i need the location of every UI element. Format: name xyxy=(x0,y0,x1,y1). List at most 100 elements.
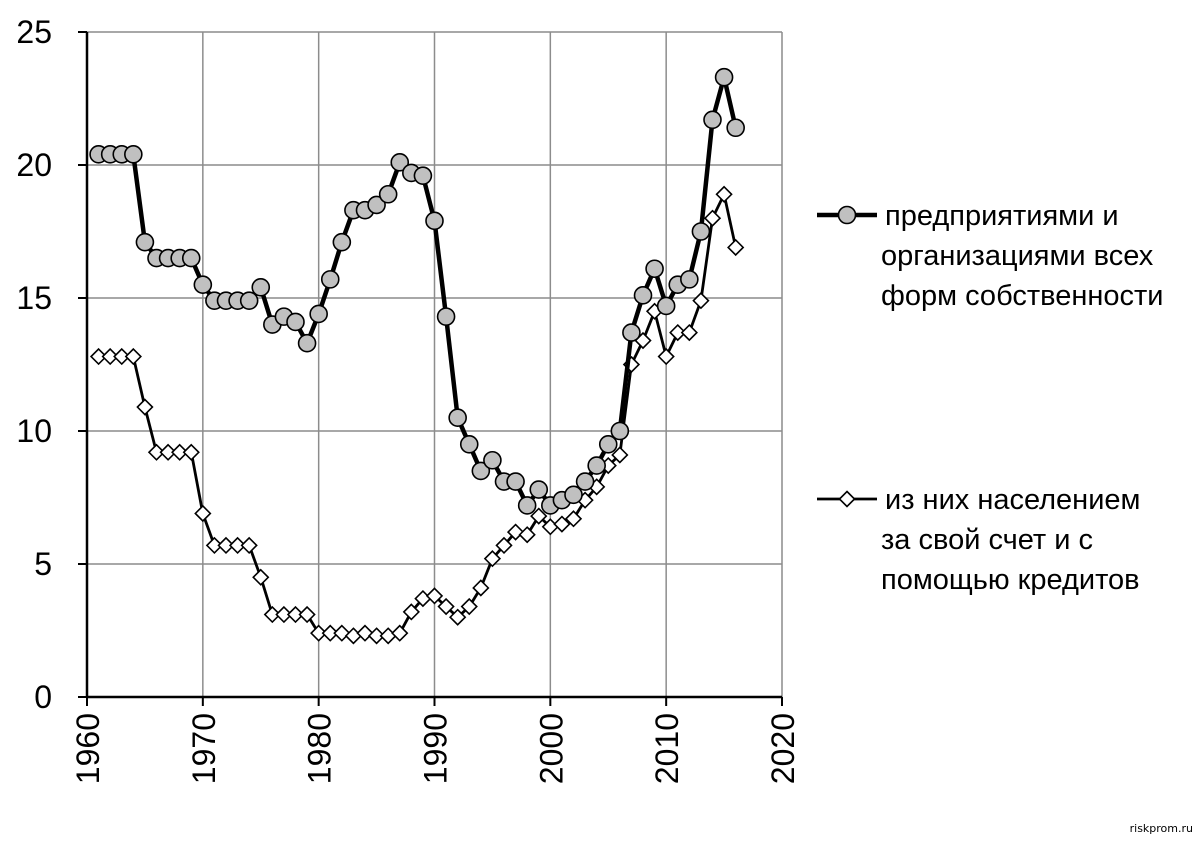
data-point-2 xyxy=(460,597,478,616)
data-point-2 xyxy=(379,627,397,645)
data-point-1 xyxy=(286,312,305,332)
data-point-1 xyxy=(633,286,653,305)
data-point-1 xyxy=(598,434,618,454)
x-tick-label: 2020 xyxy=(765,713,801,784)
legend-label-line: форм собственности xyxy=(881,280,1163,312)
data-point-1 xyxy=(680,270,699,289)
data-point-2 xyxy=(159,443,177,461)
data-point-1 xyxy=(564,485,583,505)
data-point-2 xyxy=(171,443,189,461)
data-point-2 xyxy=(89,347,108,366)
data-point-2 xyxy=(113,347,131,366)
data-point-2 xyxy=(310,624,328,642)
data-point-2 xyxy=(194,504,212,523)
data-point-2 xyxy=(715,185,733,203)
data-point-1 xyxy=(124,145,143,164)
data-point-1 xyxy=(448,408,467,428)
data-point-1 xyxy=(483,450,502,470)
data-point-1 xyxy=(506,472,525,491)
x-tick-label: 1990 xyxy=(418,713,454,784)
series-1 xyxy=(89,67,745,515)
legend-label-line: из них населением xyxy=(885,484,1140,516)
data-point-1 xyxy=(610,421,630,441)
x-tick-label: 1970 xyxy=(186,713,222,784)
data-point-1 xyxy=(390,153,410,172)
data-point-1 xyxy=(459,434,479,454)
data-point-2 xyxy=(472,579,490,597)
data-point-2 xyxy=(449,608,467,626)
data-point-2 xyxy=(669,323,687,342)
data-point-2 xyxy=(298,605,316,624)
data-point-1 xyxy=(239,291,259,310)
data-point-2 xyxy=(437,597,455,616)
data-point-2 xyxy=(727,238,745,257)
data-point-1 xyxy=(622,323,641,342)
data-point-1 xyxy=(471,461,491,481)
watermark: riskprom.ru xyxy=(1130,822,1193,835)
data-point-1 xyxy=(413,166,433,185)
data-point-2 xyxy=(356,624,374,642)
data-point-2 xyxy=(657,347,675,366)
x-tick-label: 2010 xyxy=(649,713,685,784)
data-point-2 xyxy=(286,605,305,624)
data-point-2 xyxy=(321,624,339,642)
data-point-2 xyxy=(228,536,247,555)
data-point-2 xyxy=(182,443,200,461)
legend-label-line: предприятиями и xyxy=(885,200,1119,232)
y-tick-label: 20 xyxy=(16,147,52,183)
data-point-1 xyxy=(691,222,711,241)
data-point-1 xyxy=(367,195,386,215)
data-point-2 xyxy=(240,536,258,555)
legend-label-line: помощью кредитов xyxy=(881,564,1140,596)
data-point-1 xyxy=(378,184,398,204)
data-point-1 xyxy=(714,67,734,87)
data-point-1 xyxy=(425,211,444,231)
legend-marker-1 xyxy=(837,205,857,225)
data-point-2 xyxy=(425,587,444,605)
data-point-2 xyxy=(333,624,351,642)
axes: 0 5 10 15 20 25 1960 1970 1980 1990 2000 2010 2020 xyxy=(16,14,801,784)
data-point-1 xyxy=(135,232,155,252)
y-tick-label: 15 xyxy=(16,280,52,316)
y-tick-label: 10 xyxy=(16,413,52,449)
data-point-2 xyxy=(263,605,281,624)
data-point-2 xyxy=(692,292,710,310)
data-point-2 xyxy=(252,568,270,586)
data-point-2 xyxy=(124,347,142,366)
data-point-2 xyxy=(367,627,386,645)
y-tick-label: 5 xyxy=(34,546,52,582)
data-point-1 xyxy=(436,307,456,326)
x-tick-label: 1980 xyxy=(302,713,338,784)
data-point-1 xyxy=(726,118,745,138)
data-point-1 xyxy=(656,296,676,316)
data-point-2 xyxy=(402,603,420,621)
data-point-1 xyxy=(332,232,352,252)
data-point-2 xyxy=(506,523,525,541)
data-point-2 xyxy=(564,510,583,528)
data-point-1 xyxy=(297,333,317,353)
legend-marker-2 xyxy=(838,490,856,508)
data-point-1 xyxy=(193,275,213,295)
legend-entry-2: из них населением за свой счет и с помощью… xyxy=(817,484,1140,596)
data-point-2 xyxy=(530,507,548,525)
series-layer xyxy=(89,67,745,645)
data-point-2 xyxy=(147,443,166,461)
data-point-1 xyxy=(575,472,595,491)
y-tick-label: 0 xyxy=(34,679,52,715)
data-point-1 xyxy=(309,304,328,324)
data-point-1 xyxy=(320,270,340,289)
data-point-2 xyxy=(217,536,235,555)
data-point-2 xyxy=(680,323,698,342)
data-point-2 xyxy=(275,605,293,624)
legend-label-line: организациями всех xyxy=(881,240,1154,272)
y-tick-label: 25 xyxy=(16,14,52,50)
data-point-2 xyxy=(101,347,119,366)
data-point-1 xyxy=(703,110,722,130)
legend-label-line: за свой счет и с xyxy=(881,524,1093,556)
legend: предприятиями и организациями всех форм со… xyxy=(817,200,1163,596)
data-point-2 xyxy=(136,398,154,416)
data-point-1 xyxy=(251,278,271,297)
data-point-2 xyxy=(205,536,224,555)
data-point-2 xyxy=(611,446,629,464)
